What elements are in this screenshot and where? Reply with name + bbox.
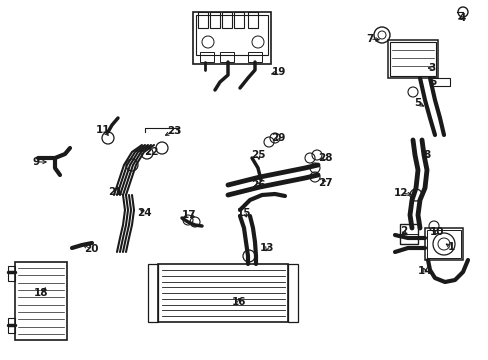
Text: 9: 9: [32, 157, 40, 167]
Bar: [234, 12, 244, 28]
Bar: [220, 52, 234, 62]
Text: 13: 13: [259, 243, 274, 253]
Bar: [209, 12, 220, 28]
Text: 1: 1: [447, 242, 454, 252]
Text: 11: 11: [96, 125, 110, 135]
Text: 6: 6: [428, 77, 436, 87]
Bar: [148, 264, 158, 322]
Text: 29: 29: [270, 133, 285, 143]
Text: 27: 27: [317, 178, 332, 188]
Text: 4: 4: [457, 13, 465, 23]
Bar: [389, 42, 435, 76]
Text: 17: 17: [182, 210, 196, 220]
Bar: [426, 230, 460, 258]
Text: 2: 2: [400, 226, 407, 236]
Bar: [287, 264, 297, 322]
Bar: [15, 262, 67, 340]
Text: 20: 20: [83, 244, 98, 254]
Text: 3: 3: [427, 63, 435, 73]
Text: 24: 24: [137, 208, 151, 218]
Bar: [158, 264, 287, 322]
Bar: [222, 12, 231, 28]
Text: 19: 19: [271, 67, 285, 77]
Text: 16: 16: [231, 297, 246, 307]
Text: 5: 5: [413, 98, 421, 108]
Bar: [247, 52, 262, 62]
Bar: [429, 78, 449, 86]
Bar: [387, 40, 437, 78]
Text: 25: 25: [250, 150, 264, 160]
Bar: [193, 12, 270, 64]
Bar: [8, 318, 15, 333]
Text: 7: 7: [366, 34, 373, 44]
Bar: [198, 12, 207, 28]
Text: 21: 21: [107, 187, 122, 197]
Bar: [200, 52, 214, 62]
Text: 22: 22: [143, 147, 158, 157]
Bar: [8, 266, 15, 281]
Bar: [424, 228, 462, 260]
Text: 12: 12: [393, 188, 407, 198]
Text: 10: 10: [429, 227, 443, 237]
Bar: [399, 224, 417, 244]
Bar: [247, 12, 258, 28]
Text: 15: 15: [236, 208, 251, 218]
Text: 8: 8: [423, 150, 430, 160]
Text: 26: 26: [250, 180, 264, 190]
Bar: [196, 15, 267, 55]
Text: 18: 18: [34, 288, 48, 298]
Text: 14: 14: [417, 266, 431, 276]
Text: 28: 28: [317, 153, 331, 163]
Text: 23: 23: [166, 126, 181, 136]
